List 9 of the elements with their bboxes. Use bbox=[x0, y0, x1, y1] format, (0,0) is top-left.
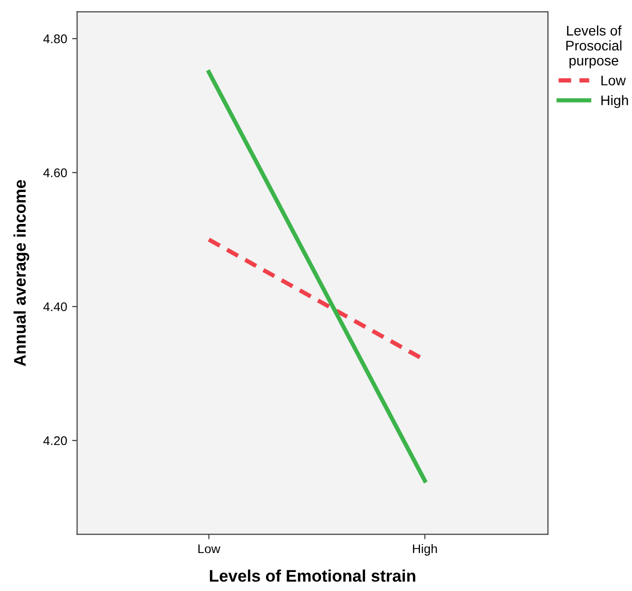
legend-title: Levels of Prosocial purpose bbox=[566, 25, 622, 68]
legend-label: High bbox=[601, 95, 628, 108]
y-tick-label: 4.60 bbox=[43, 168, 67, 178]
y-tick-label: 4.20 bbox=[43, 436, 67, 446]
legend-label: Low bbox=[601, 76, 626, 86]
x-axis-title: Levels of Emotional strain bbox=[210, 570, 416, 582]
y-tick-label: 4.40 bbox=[43, 302, 67, 312]
y-tick-label: 4.80 bbox=[43, 34, 67, 44]
y-axis-title: Annual average income bbox=[14, 180, 30, 366]
